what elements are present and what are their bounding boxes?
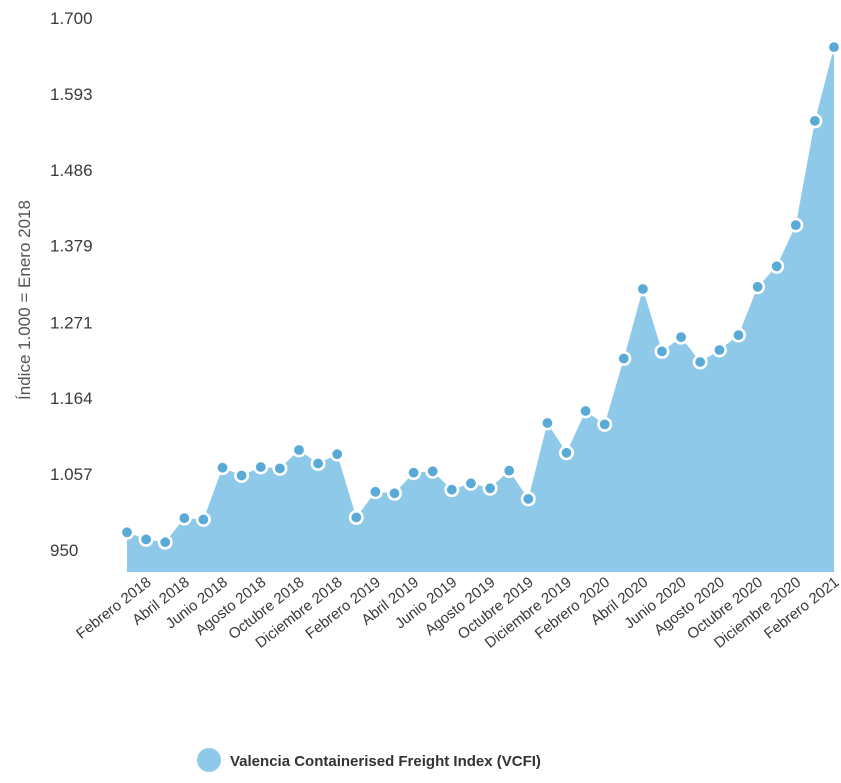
y-tick-label: 1.486 xyxy=(50,161,93,180)
legend-swatch xyxy=(197,748,221,772)
y-tick-label: 1.057 xyxy=(50,465,93,484)
data-point xyxy=(215,460,231,476)
data-point xyxy=(329,446,345,462)
y-tick-label: 1.271 xyxy=(50,313,93,332)
data-point xyxy=(635,281,651,297)
data-point xyxy=(769,258,785,274)
data-point xyxy=(711,342,727,358)
data-point xyxy=(386,485,402,501)
data-point xyxy=(138,531,154,547)
data-point xyxy=(425,463,441,479)
data-point xyxy=(482,480,498,496)
data-point xyxy=(234,467,250,483)
data-point xyxy=(348,509,364,525)
data-point xyxy=(597,416,613,432)
data-point xyxy=(157,534,173,550)
area-series-fill xyxy=(127,47,834,573)
data-point xyxy=(291,442,307,458)
y-tick-label: 950 xyxy=(50,541,78,560)
y-tick-label: 1.379 xyxy=(50,237,93,256)
data-point xyxy=(501,463,517,479)
data-point xyxy=(406,465,422,481)
data-point xyxy=(310,455,326,471)
y-axis-label: Índice 1.000 = Enero 2018 xyxy=(15,200,34,400)
data-point xyxy=(730,327,746,343)
data-point xyxy=(195,511,211,527)
data-point xyxy=(272,460,288,476)
y-tick-label: 1.700 xyxy=(50,9,93,28)
data-point xyxy=(176,510,192,526)
data-points xyxy=(119,39,841,550)
data-point xyxy=(654,343,670,359)
data-point xyxy=(826,39,841,55)
data-point xyxy=(119,524,135,540)
data-point xyxy=(558,445,574,461)
y-tick-label: 1.164 xyxy=(50,389,93,408)
data-point xyxy=(692,354,708,370)
data-point xyxy=(807,113,823,129)
data-point xyxy=(539,415,555,431)
data-point xyxy=(367,484,383,500)
data-point xyxy=(750,279,766,295)
data-point xyxy=(520,491,536,507)
data-point xyxy=(463,475,479,491)
data-point xyxy=(444,482,460,498)
data-point xyxy=(616,350,632,366)
data-point xyxy=(673,329,689,345)
legend-label: Valencia Containerised Freight Index (VC… xyxy=(230,753,541,770)
data-point xyxy=(578,403,594,419)
y-tick-labels: 950 1.057 1.164 1.271 1.379 1.486 1.593 1.700 xyxy=(50,9,93,560)
y-tick-label: 1.593 xyxy=(50,85,93,104)
data-point xyxy=(788,217,804,233)
data-point xyxy=(253,459,269,475)
legend: Valencia Containerised Freight Index (VC… xyxy=(197,748,541,772)
